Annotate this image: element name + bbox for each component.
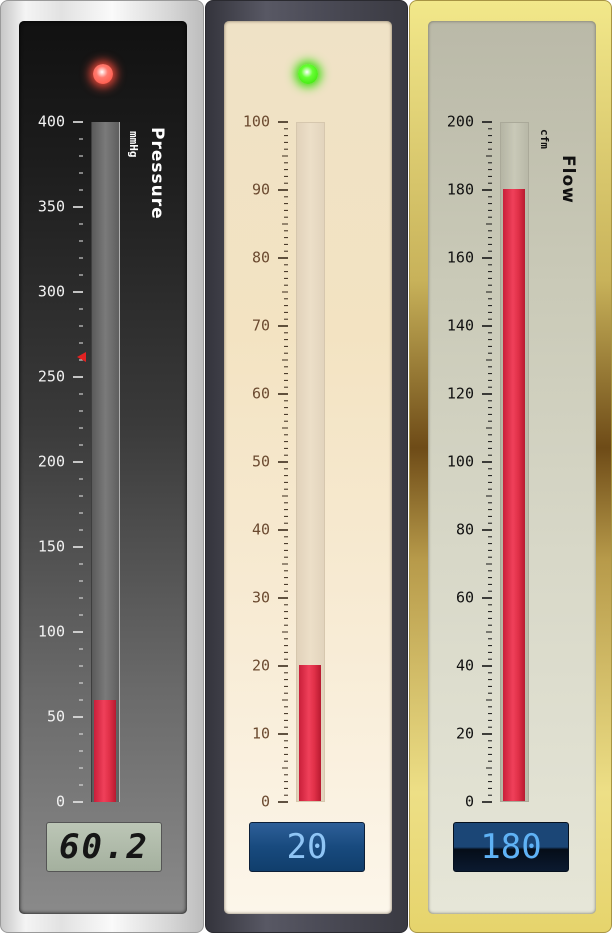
level-scale: 0 10 20 30 40 50 60 70 80 90 100 [243,113,288,811]
level-tick-label: 20 [252,657,270,675]
flow-tick-label: 60 [456,589,474,607]
pressure-fill-bar [94,699,116,802]
level-tick-label: 40 [252,521,270,539]
flow-tick-label: 0 [465,793,474,811]
flow-scale: 0 20 40 60 80 100 120 140 160 180 200 [447,113,492,811]
flow-tick-label: 140 [447,317,474,335]
pressure-tick-label: 150 [38,538,65,556]
flow-tick-label: 20 [456,725,474,743]
pressure-tick-label: 0 [56,793,65,811]
level-led-indicator [298,64,318,84]
flow-tick-label: 160 [447,249,474,267]
pressure-tick-label: 50 [47,708,65,726]
pressure-led-indicator [93,64,113,84]
level-lcd-display: 20 [249,822,365,872]
flow-tick-label: 200 [447,113,474,131]
level-tick-label: 100 [243,113,270,131]
pressure-tube [91,122,120,802]
level-gauge: 0 10 20 30 40 50 60 70 80 90 100 20 [205,0,408,933]
pressure-gauge-face: 0 50 100 150 200 250 300 350 400 Pressure mmHg [19,21,187,914]
pressure-title: Pressure [147,127,167,220]
flow-tick-label: 80 [456,521,474,539]
pressure-gauge: 0 50 100 150 200 250 300 350 400 Pressure mmHg 6… [0,0,204,933]
flow-fill-bar [503,189,525,801]
flow-title: Flow [558,155,578,204]
level-tick-label: 0 [261,793,270,811]
level-tick-label: 30 [252,589,270,607]
level-fill-bar [299,665,321,801]
flow-tube [500,122,529,802]
level-tick-label: 50 [252,453,270,471]
flow-unit: cfm [538,129,551,149]
pressure-tick-label: 200 [38,453,65,471]
flow-tick-label: 120 [447,385,474,403]
level-tick-label: 10 [252,725,270,743]
pressure-unit: mmHg [127,131,140,158]
pressure-tick-label: 250 [38,368,65,386]
pressure-threshold-marker[interactable] [77,351,86,362]
pressure-tick-label: 300 [38,283,65,301]
flow-gauge: 0 20 40 60 80 100 120 140 160 180 200 Flow cfm 180 [409,0,612,933]
flow-tick-label: 40 [456,657,474,675]
flow-lcd-display: 180 [453,822,569,872]
flow-tick-label: 180 [447,181,474,199]
level-tick-label: 60 [252,385,270,403]
flow-tick-label: 100 [447,453,474,471]
level-tick-label: 90 [252,181,270,199]
level-tick-label: 80 [252,249,270,267]
level-gauge-face: 0 10 20 30 40 50 60 70 80 90 100 [224,21,392,914]
level-tube [296,122,325,802]
pressure-tick-label: 350 [38,198,65,216]
level-tick-label: 70 [252,317,270,335]
flow-gauge-face: 0 20 40 60 80 100 120 140 160 180 200 Flow cfm [428,21,596,914]
pressure-lcd-display: 60.2 [46,822,162,872]
pressure-scale: 0 50 100 150 200 250 300 350 400 [38,113,83,811]
pressure-tick-label: 400 [38,113,65,131]
pressure-tick-label: 100 [38,623,65,641]
